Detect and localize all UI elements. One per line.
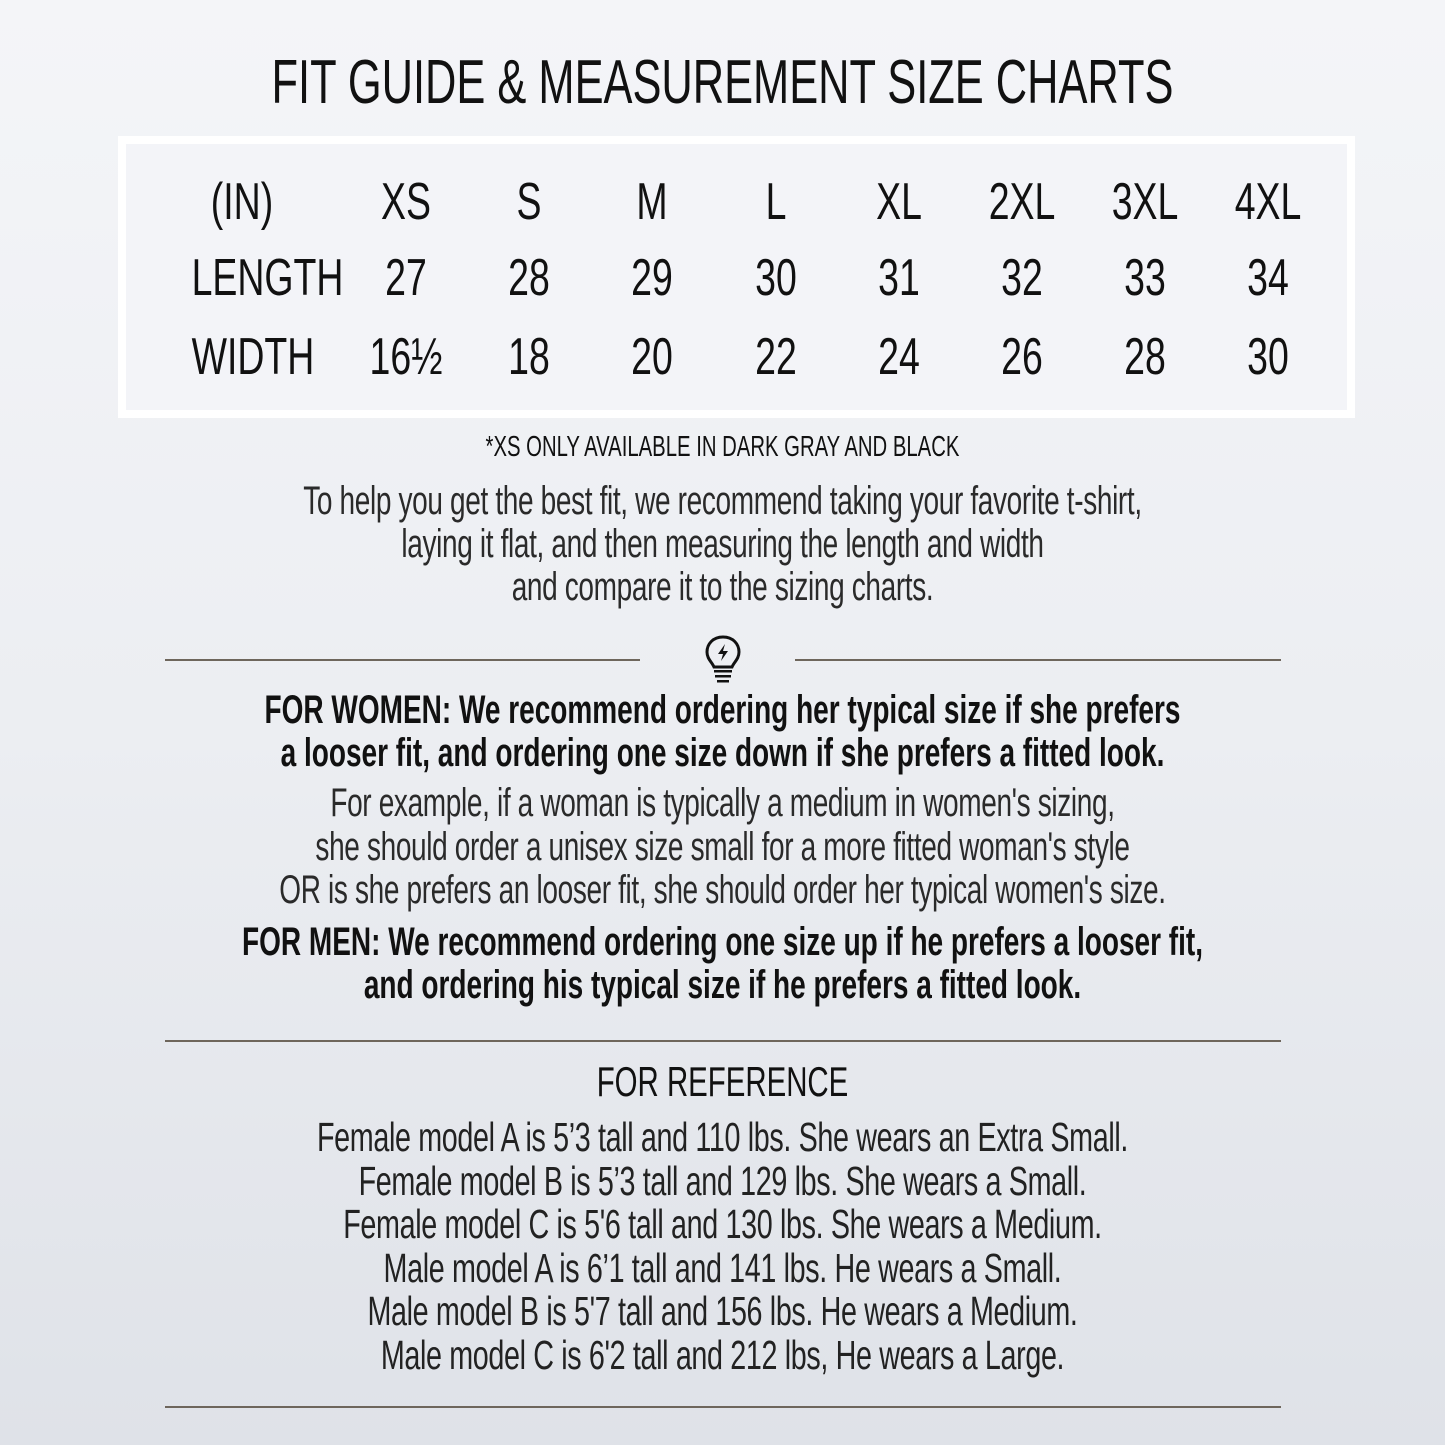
divider [165, 1406, 1281, 1408]
reference-line: Female model A is 5’3 tall and 110 lbs. … [316, 1114, 1129, 1160]
table-cell: 28 [508, 249, 550, 307]
table-cell: 34 [1247, 249, 1289, 307]
table-header-cell: L [765, 173, 787, 231]
men-recommendation: FOR MEN: We recommend ordering one size … [242, 920, 1203, 964]
table-cell: 32 [1001, 249, 1043, 307]
table-header-cell: XL [876, 173, 922, 231]
table-header-cell: 4XL [1234, 173, 1302, 231]
women-example: she should order a unisex size small for… [315, 825, 1130, 869]
table-cell: 27 [385, 249, 427, 307]
women-example: OR is she prefers an looser fit, she sho… [279, 868, 1166, 912]
divider [165, 1040, 1281, 1042]
row-label: LENGTH [191, 249, 344, 307]
table-header-cell: 3XL [1111, 173, 1179, 231]
table-header-cell: M [636, 173, 668, 231]
table-header-cell: S [516, 173, 542, 231]
size-chart-table: (IN) XS S M L XL 2XL 3XL 4XL LENGTH 27 28 29 30 31 32 33… [118, 136, 1355, 418]
availability-note: *XS ONLY AVAILABLE IN DARK GRAY AND BLAC… [485, 431, 960, 463]
table-cell: 20 [631, 328, 673, 386]
table-cell: 31 [878, 249, 920, 307]
reference-heading: FOR REFERENCE [596, 1058, 849, 1105]
table-cell: 24 [878, 328, 920, 386]
table-cell: 28 [1124, 328, 1166, 386]
page-title: FIT GUIDE & MEASUREMENT SIZE CHARTS [271, 48, 1174, 117]
table-cell: 26 [1001, 328, 1043, 386]
table-header-cell: (IN) [210, 173, 274, 231]
intro-line: and compare it to the sizing charts. [511, 565, 934, 609]
intro-line: To help you get the best fit, we recomme… [303, 479, 1142, 523]
row-label: WIDTH [191, 328, 315, 386]
table-cell: 30 [1247, 328, 1289, 386]
table-cell: 30 [755, 249, 797, 307]
reference-line: Female model C is 5'6 tall and 130 lbs. … [343, 1201, 1102, 1247]
table-cell: 33 [1124, 249, 1166, 307]
table-header-cell: 2XL [988, 173, 1056, 231]
reference-line: Male model C is 6'2 tall and 212 lbs, He… [380, 1332, 1065, 1378]
women-example: For example, if a woman is typically a m… [330, 781, 1115, 825]
men-recommendation: and ordering his typical size if he pref… [363, 963, 1082, 1007]
table-cell: 22 [755, 328, 797, 386]
table-cell: 29 [631, 249, 673, 307]
table-header-cell: XS [381, 173, 431, 231]
divider [795, 659, 1281, 661]
reference-line: Female model B is 5’3 tall and 129 lbs. … [358, 1158, 1087, 1204]
intro-line: laying it flat, and then measuring the l… [401, 522, 1044, 566]
women-recommendation: a looser fit, and ordering one size down… [280, 731, 1165, 775]
women-recommendation: FOR WOMEN: We recommend ordering her typ… [264, 688, 1181, 732]
table-cell: 18 [508, 328, 550, 386]
reference-line: Male model A is 6’1 tall and 141 lbs. He… [383, 1245, 1062, 1291]
lightbulb-icon [705, 635, 741, 683]
reference-line: Male model B is 5'7 tall and 156 lbs. He… [367, 1288, 1078, 1334]
table-cell: 16½ [369, 328, 443, 386]
divider [165, 659, 640, 661]
